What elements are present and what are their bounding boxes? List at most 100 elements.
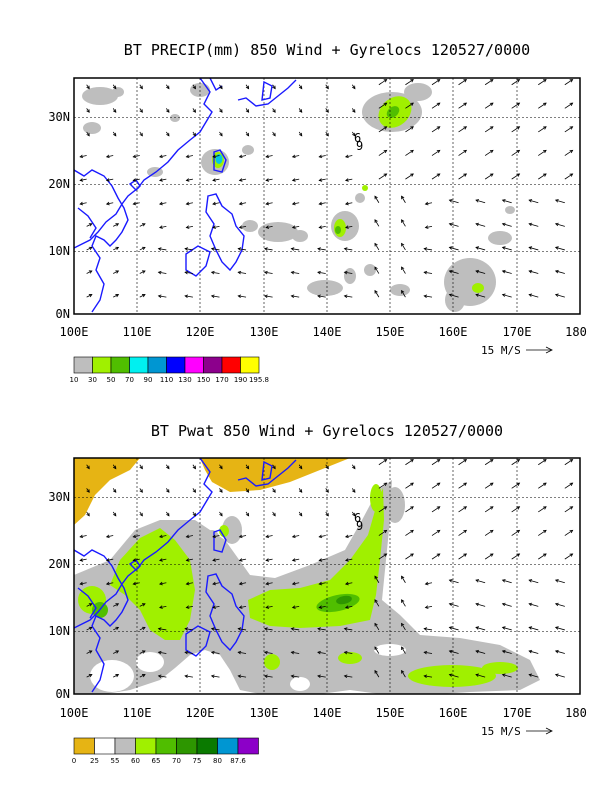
wind-vector [291,651,300,654]
wind-vector-head [132,154,137,159]
wind-vector [139,650,146,654]
wind-vector [264,628,273,631]
wind-vector [292,155,300,158]
wind-vector-head [374,622,378,627]
wind-vector-head [325,109,329,113]
panel-pwat: BT Pwat 850 Wind + Gyrelocs 120527/0000 [48,422,587,765]
storm-id: 9 [356,519,363,533]
colorbar-swatch [92,356,112,374]
wind-vector [139,270,146,274]
wind-vector-head [105,178,110,182]
wind-vector [80,558,87,561]
wind-vector-head [554,269,559,274]
wind-vector [401,290,406,298]
wind-vector-head [489,149,494,154]
wind-vector-head [112,109,117,113]
wind-vector-head [410,149,414,154]
wind-vector [211,651,220,654]
wind-vector-head [318,534,323,539]
wind-vector [345,178,353,181]
wind-vector-head [115,246,120,251]
wind-vector [378,530,387,536]
wind-vector-head [159,581,163,586]
wind-vector-head [489,102,494,106]
wind-vector [185,271,193,274]
wind-vector-head [352,512,356,517]
wind-vector [475,223,486,227]
wind-vector [212,155,220,158]
x-tick-label: 100E [60,706,89,720]
wind-vector-head [344,225,349,229]
pwat-dry-areas [74,458,350,525]
wind-vector-head [86,465,90,470]
wind-vector-head [475,602,480,607]
wind-vector-head [501,649,506,654]
wind-vector-head [272,489,276,493]
wind-vector-head [157,294,162,299]
wind-vector-head [554,293,559,297]
wind-vector [238,651,247,654]
wind-vector [239,225,247,229]
wind-vector [239,535,247,538]
wind-vector-head [410,173,414,177]
wind-vectors [79,459,574,679]
map-frame [73,77,581,315]
wind-vector-head [184,627,189,631]
wind-vector [264,271,273,274]
wind-vector [449,270,459,274]
wind-vector [80,582,87,585]
wind-vector-head [86,489,90,493]
wind-vector-head [157,627,162,631]
wind-vector [511,79,520,86]
wind-vector-head [436,79,441,83]
wind-vector [86,626,93,631]
wind-vector [212,605,220,609]
wind-vector-head [554,649,559,654]
wind-vector-head [265,581,270,586]
wind-vector [564,530,573,536]
wind-vector [291,675,300,678]
wind-vector-head [448,649,453,654]
wind-vector [431,482,441,489]
wind-vector [159,605,167,609]
wind-vector-head [543,553,547,557]
wind-vector [405,126,414,133]
wind-vector [449,223,459,227]
wind-vector [378,506,387,513]
wind-vector [345,558,353,561]
wind-vector [431,126,441,133]
wind-vector-head [245,85,250,90]
wind-vector [239,155,247,158]
wind-vector [319,178,326,181]
wind-vector-head [237,674,242,679]
x-tick-label: 180 [565,325,587,339]
wind-vector-head [325,489,329,493]
wind-vector [538,173,547,180]
wind-vector [185,628,193,631]
wind-vector-head [317,674,321,679]
wind-vector-head [543,506,547,510]
wind-vector-head [184,247,189,251]
wind-vector-head [185,178,190,182]
wind-vector [484,530,494,536]
wind-vector [266,202,273,205]
wind-vector-head [79,534,84,539]
wind-vector [317,248,326,251]
wind-vector [139,223,146,227]
wind-vector-head [79,201,84,206]
wind-vector-head [79,581,84,586]
wind-vector-head [516,79,521,83]
wind-vector [159,558,167,561]
wind-vector [424,651,433,654]
wind-vector-head [569,79,574,83]
wind-vector [239,202,247,205]
wind-vector [80,535,87,538]
wind-vector-head [352,132,356,137]
wind-vector [484,482,494,489]
wind-vector [292,605,300,609]
wind-vector [564,506,573,513]
wind-vector [344,628,353,631]
wind-vector-head [112,489,117,493]
wind-vector-head [374,266,378,271]
wind-vector-head [401,575,405,580]
